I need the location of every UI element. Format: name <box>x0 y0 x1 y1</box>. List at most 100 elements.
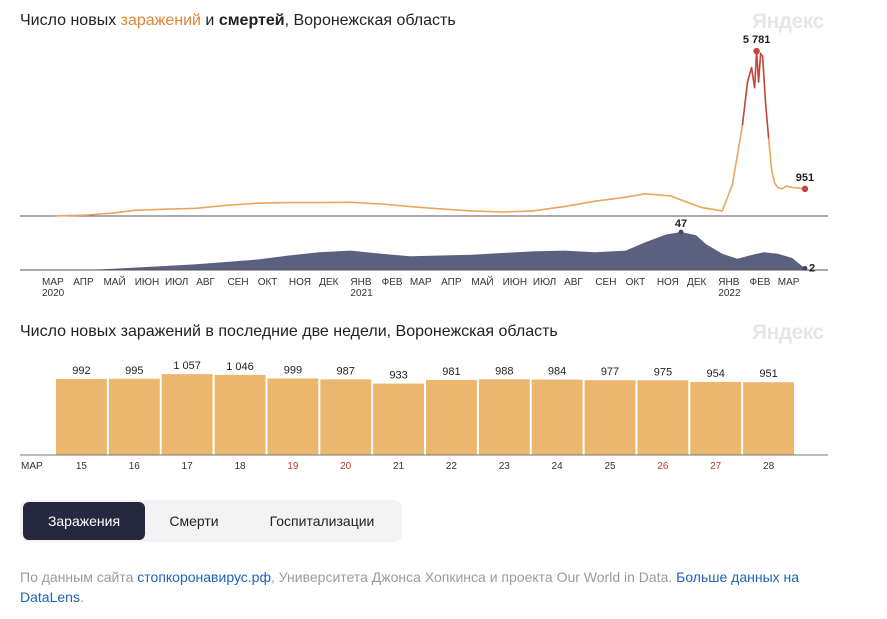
tab-infections[interactable]: Заражения <box>23 502 145 540</box>
infections-line-segment <box>757 52 762 83</box>
footer-middle: , Университета Джонса Хопкинса и проекта… <box>271 569 677 585</box>
infections-line-segment <box>624 193 646 198</box>
x-tick-label: МАР <box>42 277 64 288</box>
chart1-title-part2: и <box>200 12 219 29</box>
bar-21 <box>373 383 424 455</box>
bar-day-label: 24 <box>552 461 564 472</box>
x-tick-label: ИЮН <box>503 277 528 288</box>
deaths-peak-label: 47 <box>675 218 687 230</box>
infections-line-segment <box>226 202 259 206</box>
yandex-logo: Яндекс <box>752 10 824 33</box>
bar-value-label: 988 <box>495 365 513 377</box>
infections-line-segment <box>256 201 290 204</box>
bar-28 <box>743 382 794 455</box>
bar-value-label: 951 <box>759 368 777 380</box>
x-tick-label: ФЕВ <box>750 277 771 288</box>
x-tick-label: АПР <box>73 277 94 288</box>
bar-22 <box>426 379 477 455</box>
infections-line-segment <box>594 196 627 202</box>
bar-day-label: 25 <box>604 461 616 472</box>
x-tick-year: 2021 <box>350 288 373 299</box>
x-tick-label: ОКТ <box>626 277 646 288</box>
x-tick-label: ИЮН <box>135 277 160 288</box>
bar-15 <box>56 379 107 455</box>
chart1-title-deaths: смертей <box>218 12 285 29</box>
chart2-title: Число новых заражений в последние две не… <box>20 323 558 340</box>
deaths-peak-marker <box>678 229 684 235</box>
infections-line-segment <box>785 185 793 189</box>
bar-20 <box>320 379 372 455</box>
x-tick-label: НОЯ <box>657 277 679 288</box>
x-tick-label: НОЯ <box>289 277 311 288</box>
x-tick-label: ЯНВ <box>350 277 371 288</box>
bar-value-label: 1 046 <box>226 361 254 373</box>
last-deaths-marker <box>802 265 808 271</box>
infections-line-segment <box>349 201 383 205</box>
infections-line-segment <box>773 182 779 189</box>
bar-23 <box>478 379 530 455</box>
bar-day-label: 26 <box>657 461 669 472</box>
x-tick-label: ДЕК <box>687 277 706 288</box>
infections-line-segment <box>686 201 703 209</box>
infections-line-segment <box>440 208 473 212</box>
bar-value-label: 975 <box>654 366 672 378</box>
bar-value-label: 987 <box>337 365 355 377</box>
bar-27 <box>690 381 742 455</box>
x-tick-year: 2020 <box>42 288 65 299</box>
bar-26 <box>637 380 689 455</box>
infections-line-segment <box>721 183 734 212</box>
infections-line-segment <box>55 214 89 217</box>
infections-line-segment <box>670 195 688 204</box>
bar-value-label: 992 <box>72 365 90 377</box>
last-infections-marker <box>801 185 809 193</box>
bar-day-label: 15 <box>76 461 88 472</box>
x-tick-label: ИЮЛ <box>165 277 188 288</box>
bar-day-label: 27 <box>710 461 722 472</box>
tab-deaths[interactable]: Смерти <box>169 513 219 529</box>
infections-line-segment <box>86 211 119 216</box>
x-tick-label: ДЕК <box>319 277 338 288</box>
infections-line-segment <box>195 204 229 210</box>
infections-line-segment <box>164 207 197 210</box>
infections-line-segment <box>780 185 788 190</box>
x-tick-label: МАР <box>778 277 800 288</box>
x-tick-label: АВГ <box>196 277 215 288</box>
infections-line-segment <box>700 206 724 212</box>
infections-line-segment <box>409 205 442 210</box>
infections-line-segment <box>470 210 504 213</box>
x-tick-label: МАЙ <box>103 275 125 288</box>
x-tick-label: СЕН <box>227 277 248 288</box>
bar-day-label: 17 <box>182 461 194 472</box>
infections-line-segment <box>767 138 773 172</box>
peak-marker <box>753 47 760 55</box>
x-tick-label: АВГ <box>564 277 583 288</box>
bar-value-label: 984 <box>548 366 566 378</box>
bar-value-label: 981 <box>442 366 460 378</box>
datalens-link[interactable]: Больше данных на DataLens <box>20 569 800 605</box>
footer-suffix: . <box>79 589 84 605</box>
x-tick-label: МАЙ <box>471 275 493 288</box>
bar-17 <box>161 374 213 455</box>
x-tick-label: АПР <box>441 277 462 288</box>
two-weeks-bar-chart: 992 15 995 16 1 057 17 1 046 18 999 19 987 20 933 21 9… <box>20 360 828 472</box>
chart1-title-infections: заражений <box>120 12 201 29</box>
x-tick-year: 2022 <box>718 288 741 299</box>
bar-value-label: 933 <box>389 370 407 382</box>
bar-day-label: 20 <box>340 461 352 472</box>
chart1-title-part3: , Воронежская область <box>284 12 456 29</box>
chart1-title-part1: Число новых <box>20 12 121 29</box>
chart1-title: Число новых заражений и смертей, Воронеж… <box>20 12 456 30</box>
tab-hospitalizations[interactable]: Госпитализации <box>269 513 375 529</box>
bar-25 <box>584 380 636 455</box>
stopcoronavirus-link[interactable]: стопкоронавирус.рф <box>137 569 271 585</box>
metric-tabs: Заражения Смерти Госпитализации <box>20 500 402 542</box>
bar-value-label: 954 <box>707 368 725 380</box>
x-tick-label: ФЕВ <box>382 277 403 288</box>
infections-line-segment <box>501 210 534 213</box>
x-tick-label: ЯНВ <box>718 277 739 288</box>
x-tick-label: СЕН <box>595 277 616 288</box>
bar-day-label: 19 <box>287 461 299 472</box>
bar-value-label: 995 <box>125 365 143 377</box>
bar-24 <box>531 379 583 455</box>
